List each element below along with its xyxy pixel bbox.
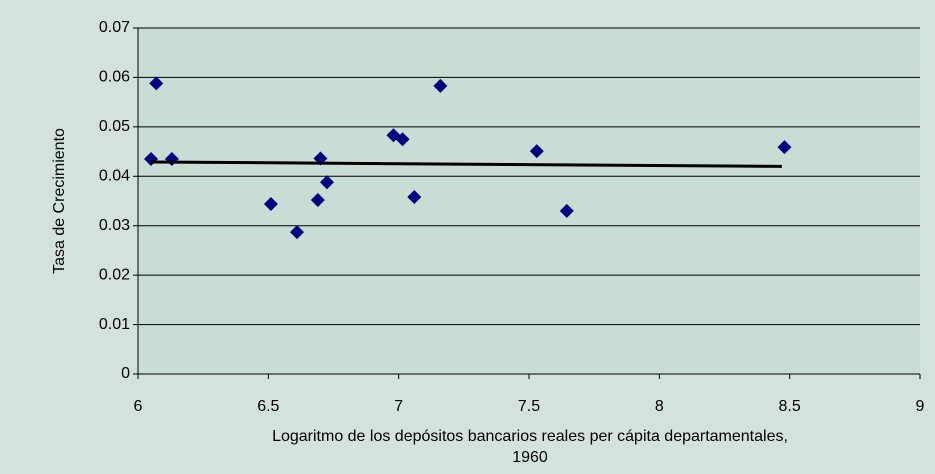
data-point — [263, 196, 278, 211]
data-point — [310, 193, 325, 208]
y-tick-label: 0.02 — [99, 266, 130, 283]
data-point — [433, 78, 448, 93]
data-point — [407, 190, 422, 205]
trend-line — [151, 160, 782, 168]
data-point — [290, 225, 305, 240]
data-point — [319, 175, 334, 190]
x-tick-label: 8 — [655, 398, 664, 415]
data-point — [559, 203, 574, 218]
x-tick-label: 7.5 — [518, 398, 540, 415]
plot-area — [138, 28, 920, 374]
data-point — [395, 132, 410, 147]
x-tick-label: 6 — [134, 398, 143, 415]
data-point — [529, 144, 544, 159]
y-tick-label: 0.03 — [99, 217, 130, 234]
y-axis-title: Tasa de Crecimiento — [51, 128, 68, 274]
x-axis-title: Logaritmo de los depósitos bancarios rea… — [272, 428, 788, 445]
y-tick-label: 0 — [121, 365, 130, 382]
x-tick-label: 6.5 — [257, 398, 279, 415]
y-tick-label: 0.05 — [99, 118, 130, 135]
x-axis-title: 1960 — [512, 449, 548, 466]
x-tick-label: 8.5 — [779, 398, 801, 415]
data-point — [777, 140, 792, 155]
y-tick-label: 0.06 — [99, 69, 130, 86]
x-tick-label: 9 — [916, 398, 925, 415]
data-point — [149, 76, 164, 91]
y-tick-label: 0.07 — [99, 19, 130, 36]
x-tick-label: 7 — [394, 398, 403, 415]
y-tick-label: 0.04 — [99, 168, 130, 185]
y-tick-label: 0.01 — [99, 316, 130, 333]
